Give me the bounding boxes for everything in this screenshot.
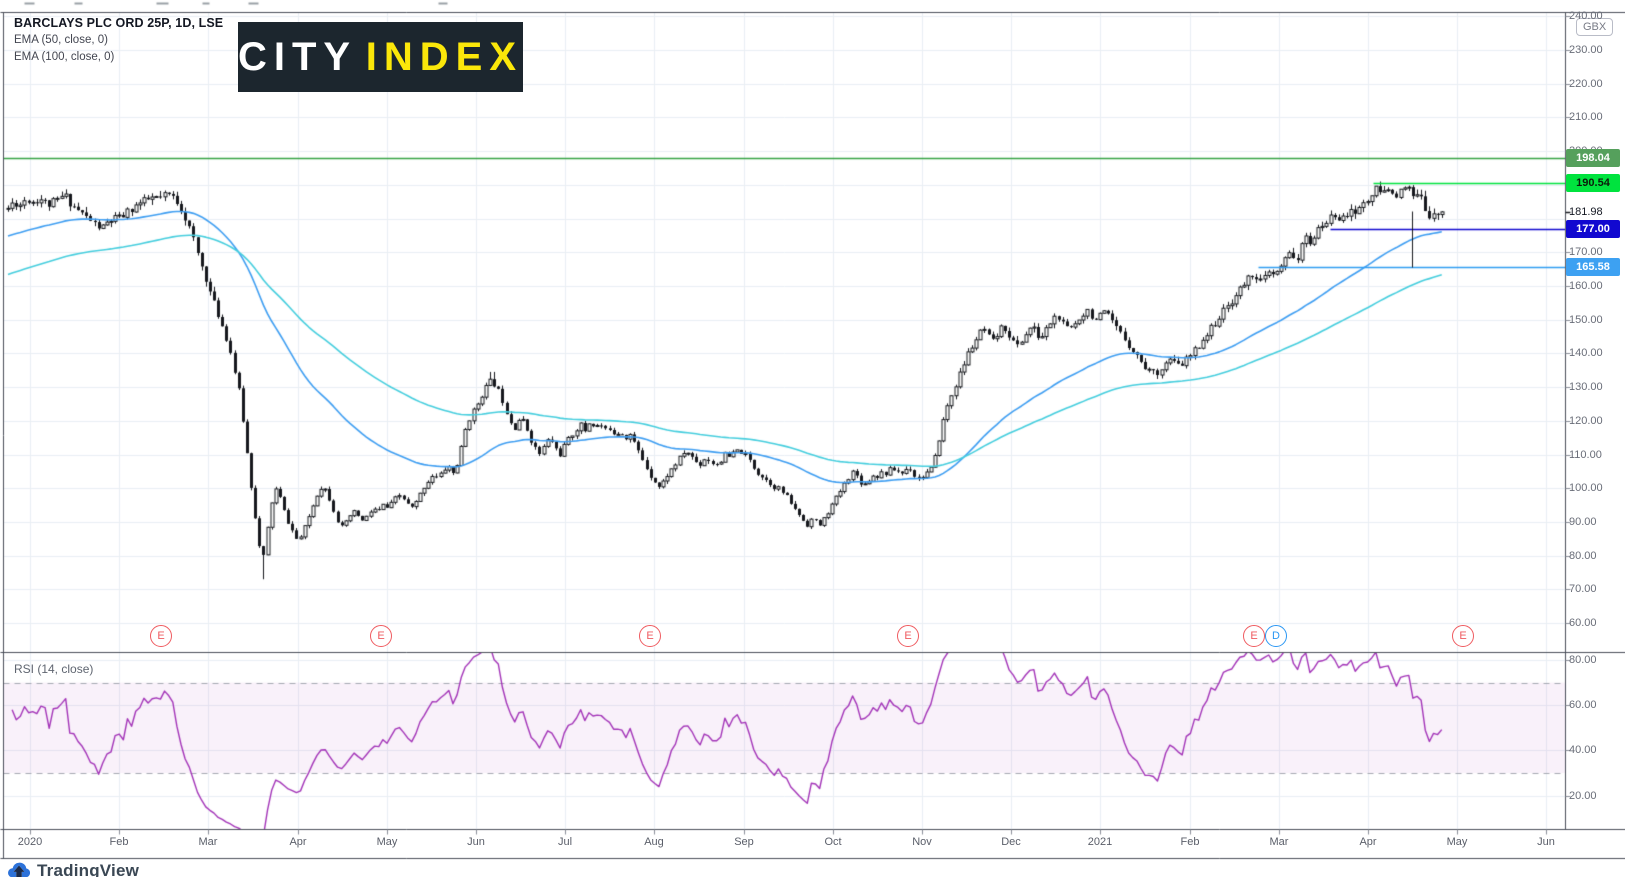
price-axis-label[interactable]: 210.00 (1569, 111, 1603, 124)
tradingview-cloud-icon (8, 862, 30, 877)
city-index-logo: CITY INDEX (238, 22, 523, 92)
tradingview-logo-text: TradingView (37, 861, 140, 877)
currency-unit-badge[interactable]: GBX (1576, 18, 1614, 36)
dividend-marker[interactable]: D (1265, 625, 1287, 647)
city-index-logo-word1: CITY (238, 34, 358, 79)
rsi-axis-label[interactable]: 80.00 (1569, 654, 1597, 666)
time-axis-label[interactable]: 2021 (1087, 836, 1113, 848)
indicator-label-ema50[interactable]: EMA (50, close, 0) (14, 34, 108, 46)
price-axis-label[interactable]: 220.00 (1569, 77, 1603, 90)
earnings-marker[interactable]: E (1452, 625, 1474, 647)
time-axis-label[interactable]: Sep (734, 836, 754, 848)
time-axis-label[interactable]: Jun (1537, 836, 1555, 848)
price-axis-label[interactable]: 90.00 (1569, 515, 1597, 528)
time-axis-label[interactable]: Jul (557, 836, 573, 848)
earnings-marker[interactable]: E (1243, 625, 1265, 647)
time-axis-label[interactable]: Jun (467, 836, 485, 848)
price-level-badge[interactable]: 190.54 (1566, 174, 1620, 193)
price-level-badge[interactable]: 198.04 (1566, 148, 1620, 167)
earnings-marker[interactable]: E (150, 625, 172, 647)
price-axis-label[interactable]: 100.00 (1569, 482, 1603, 495)
price-level-badge[interactable]: 165.58 (1566, 258, 1620, 277)
price-axis-label[interactable]: 60.00 (1569, 617, 1597, 630)
price-axis-label[interactable]: 170.00 (1569, 246, 1603, 259)
price-axis-label[interactable]: 70.00 (1569, 583, 1597, 596)
earnings-marker[interactable]: E (639, 625, 661, 647)
price-axis-label[interactable]: 240.00 (1569, 10, 1603, 23)
rsi-axis-label[interactable]: 20.00 (1569, 789, 1597, 802)
time-axis-label[interactable]: Feb (109, 836, 129, 848)
price-level-badge[interactable]: 177.00 (1566, 219, 1620, 238)
price-axis-label[interactable]: 110.00 (1569, 448, 1602, 461)
time-axis-label[interactable]: Apr (1359, 836, 1377, 848)
price-axis-label[interactable]: 130.00 (1569, 381, 1603, 394)
tradingview-logo[interactable]: TradingView (8, 860, 139, 877)
time-axis-label[interactable]: May (1446, 836, 1468, 848)
rsi-indicator-label[interactable]: RSI (14, close) (14, 662, 94, 676)
time-axis-label[interactable]: Aug (644, 836, 664, 848)
rsi-axis-label[interactable]: 60.00 (1569, 699, 1597, 712)
time-axis-label[interactable]: Mar (198, 836, 218, 848)
price-axis-label[interactable]: 230.00 (1569, 44, 1603, 56)
time-axis-label[interactable]: Dec (1001, 836, 1021, 848)
symbol-title[interactable]: BARCLAYS PLC ORD 25P, 1D, LSE (14, 16, 224, 30)
time-axis-label[interactable]: Oct (824, 836, 842, 848)
earnings-marker[interactable]: E (370, 625, 392, 647)
price-axis-label[interactable]: 150.00 (1569, 313, 1603, 326)
chart-legend: BARCLAYS PLC ORD 25P, 1D, LSE EMA (50, c… (14, 15, 223, 65)
time-axis-label[interactable]: Apr (289, 836, 307, 848)
time-axis-label[interactable]: Mar (1269, 836, 1289, 848)
rsi-axis-label[interactable]: 40.00 (1569, 744, 1597, 757)
time-axis-label[interactable]: Feb (1180, 836, 1200, 848)
time-axis-label[interactable]: 2020 (17, 836, 43, 848)
city-index-logo-word2: INDEX (365, 34, 523, 79)
price-axis-label[interactable]: 160.00 (1569, 279, 1603, 292)
price-axis-label[interactable]: 140.00 (1569, 347, 1603, 360)
indicator-label-ema100[interactable]: EMA (100, close, 0) (14, 51, 115, 63)
earnings-marker[interactable]: E (897, 625, 919, 647)
current-price-label[interactable]: 181.98 (1569, 205, 1603, 218)
price-axis-label[interactable]: 80.00 (1569, 549, 1597, 562)
time-axis-label[interactable]: May (376, 836, 398, 848)
time-axis-label[interactable]: Nov (912, 836, 932, 848)
price-axis-label[interactable]: 120.00 (1569, 414, 1603, 427)
